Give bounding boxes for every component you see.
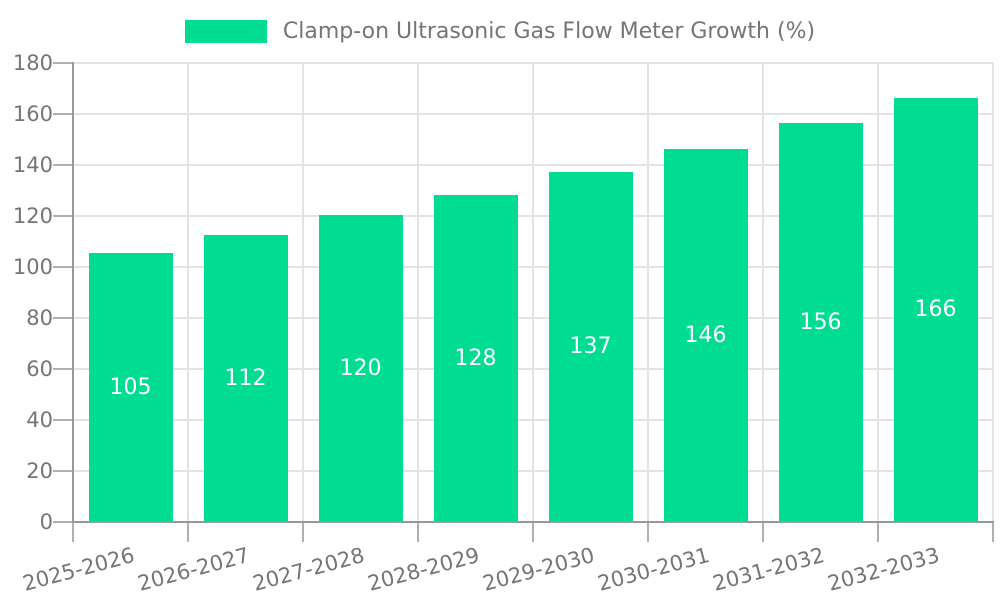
x-axis-line [72, 521, 994, 523]
x-tick-label: 2032-2033 [825, 542, 942, 596]
bar [203, 235, 288, 521]
y-tick-label: 160 [12, 102, 53, 126]
legend-label: Clamp-on Ultrasonic Gas Flow Meter Growt… [282, 19, 816, 44]
bar [433, 194, 518, 521]
x-tick-label: 2025-2026 [20, 542, 137, 596]
x-gridline [647, 63, 649, 522]
y-tick-label: 0 [39, 510, 53, 534]
x-axis-tick [992, 523, 994, 542]
bar [548, 171, 633, 521]
bar-value-label: 146 [684, 322, 727, 348]
y-axis-tick [53, 113, 72, 115]
x-gridline [302, 63, 304, 522]
bar-value-label: 105 [109, 375, 152, 401]
x-axis-tick [532, 523, 534, 542]
x-gridline [532, 63, 534, 522]
bar [778, 123, 863, 521]
x-gridline [877, 63, 879, 522]
legend: Clamp-on Ultrasonic Gas Flow Meter Growt… [0, 19, 1000, 44]
x-gridline [992, 63, 994, 522]
y-axis-tick [53, 368, 72, 370]
y-axis-line [72, 62, 74, 522]
bar [663, 148, 748, 521]
y-axis-tick [53, 164, 72, 166]
y-axis-tick [53, 521, 72, 523]
bar-value-label: 112 [224, 366, 267, 392]
y-axis-tick [53, 419, 72, 421]
y-axis-tick [53, 62, 72, 65]
x-tick-label: 2027-2028 [250, 542, 367, 596]
legend-swatch-icon [184, 20, 267, 43]
x-gridline [187, 63, 189, 522]
y-tick-label: 80 [26, 306, 53, 330]
x-axis-tick [647, 523, 649, 542]
y-axis-tick [53, 266, 72, 268]
x-axis-tick [72, 523, 74, 542]
y-tick-label: 60 [26, 357, 53, 381]
x-tick-label: 2030-2031 [595, 542, 712, 596]
bar-value-label: 156 [799, 310, 842, 336]
x-gridline [762, 63, 764, 522]
x-gridline [417, 63, 419, 522]
y-tick-label: 180 [12, 51, 53, 75]
bar [893, 97, 978, 521]
x-axis-tick [187, 523, 189, 542]
y-tick-label: 140 [12, 153, 53, 177]
bar-value-label: 120 [339, 356, 382, 381]
bar [318, 215, 403, 521]
plot-area: 105 112 120 128 137 146 156 166 [53, 62, 994, 542]
bar-value-label: 128 [454, 345, 497, 371]
y-tick-label: 100 [12, 255, 53, 279]
y-axis-tick [53, 317, 72, 319]
y-axis-tick [53, 215, 72, 217]
x-axis-tick [302, 523, 304, 542]
bar-value-label: 137 [569, 334, 612, 360]
y-axis-tick [53, 470, 72, 472]
x-tick-label: 2026-2027 [135, 542, 252, 596]
y-tick-label: 20 [26, 459, 53, 483]
legend-item[interactable]: Clamp-on Ultrasonic Gas Flow Meter Growt… [184, 19, 816, 44]
x-tick-label: 2031-2032 [710, 542, 827, 596]
x-tick-label: 2029-2030 [480, 542, 597, 596]
x-axis-tick [877, 523, 879, 542]
x-axis-tick [417, 523, 419, 542]
y-tick-label: 120 [12, 204, 53, 228]
bar [88, 253, 173, 521]
x-tick-label: 2028-2029 [365, 542, 482, 596]
y-tick-label: 40 [26, 408, 53, 432]
bar-value-label: 166 [914, 297, 957, 323]
x-axis-tick [762, 523, 764, 542]
